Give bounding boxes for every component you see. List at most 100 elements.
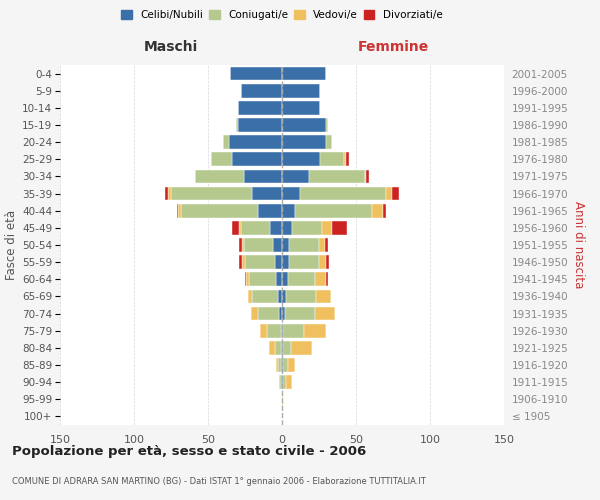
Bar [308, 170, 365, 183]
Bar [238, 118, 282, 132]
Bar [314, 272, 326, 286]
Bar [177, 204, 178, 218]
Bar [281, 324, 282, 338]
Bar [320, 152, 344, 166]
Bar [325, 238, 328, 252]
Bar [232, 152, 282, 166]
Bar [283, 358, 288, 372]
Legend: Celibi/Nubili, Coniugati/e, Vedovi/e, Divorziati/e: Celibi/Nubili, Coniugati/e, Vedovi/e, Di… [119, 8, 445, 22]
Bar [282, 358, 283, 372]
Bar [276, 358, 278, 372]
Bar [386, 186, 392, 200]
Bar [281, 358, 282, 372]
Bar [242, 256, 245, 269]
Bar [319, 256, 326, 269]
Bar [282, 136, 326, 149]
Bar [322, 221, 332, 234]
Bar [279, 376, 281, 389]
Bar [276, 272, 282, 286]
Bar [319, 238, 325, 252]
Bar [344, 152, 346, 166]
Bar [270, 221, 282, 234]
Bar [168, 186, 171, 200]
Bar [253, 186, 282, 200]
Bar [247, 272, 250, 286]
Bar [211, 152, 232, 166]
Text: Popolazione per età, sesso e stato civile - 2006: Popolazione per età, sesso e stato civil… [12, 445, 366, 458]
Bar [282, 101, 320, 114]
Bar [346, 152, 349, 166]
Bar [314, 306, 335, 320]
Bar [392, 186, 399, 200]
Bar [326, 272, 328, 286]
Bar [238, 101, 282, 114]
Bar [232, 221, 239, 234]
Bar [275, 256, 282, 269]
Bar [279, 306, 282, 320]
Bar [365, 170, 367, 183]
Bar [239, 238, 242, 252]
Bar [278, 358, 281, 372]
Y-axis label: Fasce di età: Fasce di età [5, 210, 18, 280]
Bar [273, 238, 282, 252]
Bar [281, 341, 282, 354]
Bar [383, 204, 386, 218]
Bar [181, 204, 259, 218]
Bar [291, 341, 311, 354]
Bar [286, 290, 316, 304]
Bar [244, 170, 282, 183]
Bar [282, 152, 320, 166]
Bar [282, 306, 285, 320]
Bar [367, 170, 370, 183]
Bar [260, 324, 267, 338]
Bar [304, 324, 326, 338]
Bar [241, 84, 282, 98]
Bar [229, 136, 282, 149]
Bar [278, 290, 282, 304]
Bar [282, 204, 295, 218]
Bar [267, 324, 281, 338]
Bar [245, 272, 247, 286]
Bar [282, 118, 326, 132]
Bar [289, 256, 319, 269]
Bar [282, 238, 289, 252]
Y-axis label: Anni di nascita: Anni di nascita [572, 202, 585, 288]
Bar [282, 66, 326, 80]
Bar [253, 290, 278, 304]
Bar [282, 170, 308, 183]
Bar [250, 272, 276, 286]
Bar [332, 221, 347, 234]
Bar [285, 306, 314, 320]
Bar [283, 376, 286, 389]
Bar [241, 221, 270, 234]
Text: Femmine: Femmine [358, 40, 428, 54]
Bar [326, 256, 329, 269]
Bar [242, 238, 244, 252]
Bar [171, 186, 253, 200]
Bar [282, 341, 283, 354]
Text: Maschi: Maschi [144, 40, 198, 54]
Bar [194, 170, 244, 183]
Bar [223, 136, 229, 149]
Bar [236, 118, 238, 132]
Bar [282, 84, 320, 98]
Bar [282, 376, 283, 389]
Bar [300, 186, 386, 200]
Bar [259, 204, 282, 218]
Bar [286, 376, 292, 389]
Bar [230, 66, 282, 80]
Bar [239, 256, 242, 269]
Bar [245, 256, 275, 269]
Bar [239, 221, 241, 234]
Bar [372, 204, 383, 218]
Bar [275, 341, 281, 354]
Bar [282, 272, 288, 286]
Bar [283, 324, 304, 338]
Text: COMUNE DI ADRARA SAN MARTINO (BG) - Dati ISTAT 1° gennaio 2006 - Elaborazione TU: COMUNE DI ADRARA SAN MARTINO (BG) - Dati… [12, 478, 426, 486]
Bar [282, 256, 289, 269]
Bar [288, 358, 295, 372]
Bar [178, 204, 181, 218]
Bar [283, 341, 291, 354]
Bar [244, 238, 273, 252]
Bar [289, 238, 319, 252]
